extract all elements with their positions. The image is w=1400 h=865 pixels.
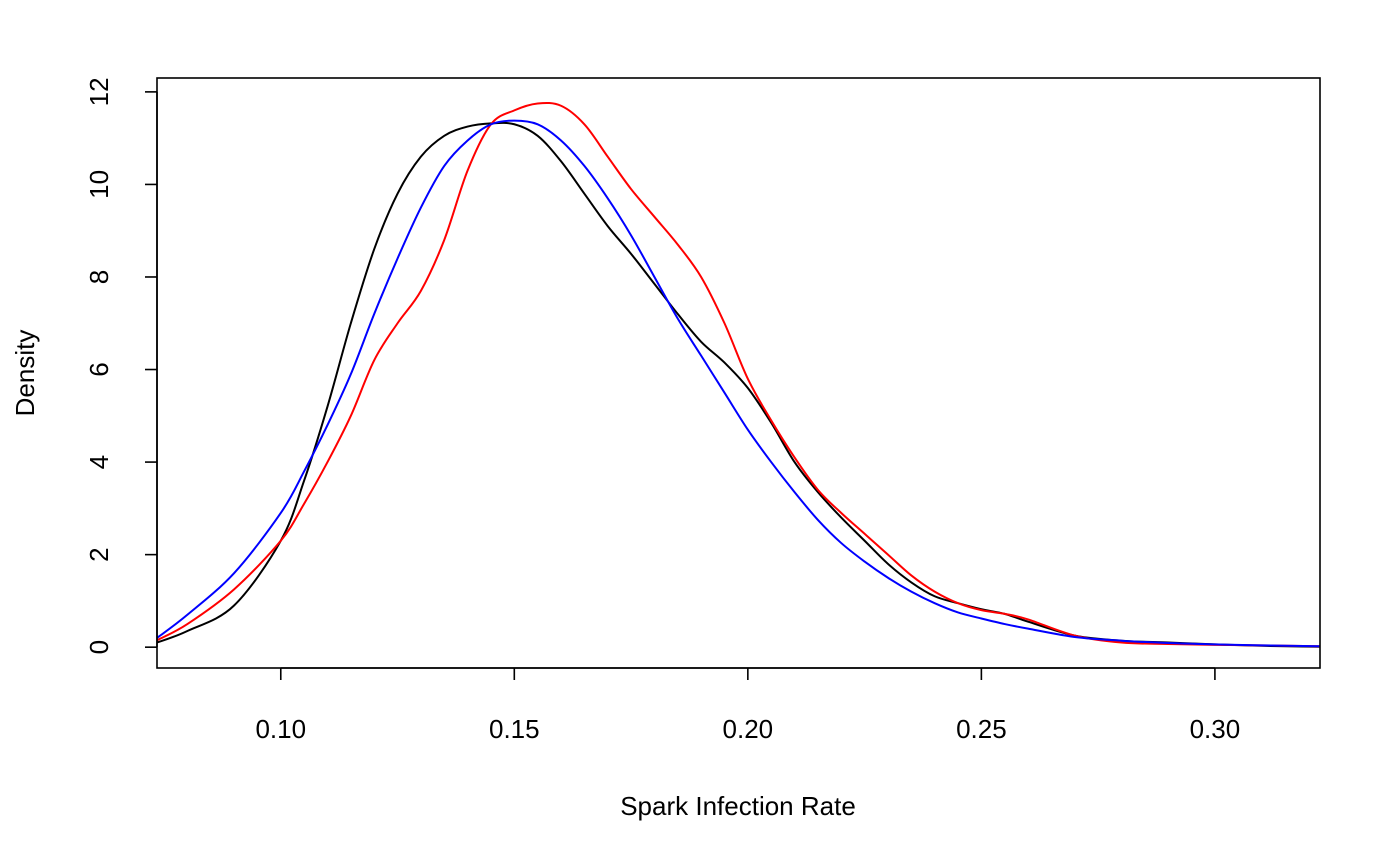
y-tick-label: 0 (84, 640, 114, 654)
y-axis-title: Density (10, 330, 40, 417)
x-tick-label: 0.30 (1190, 714, 1241, 744)
y-tick-label: 12 (84, 77, 114, 106)
plot-lines (157, 101, 1320, 648)
y-tick-label: 2 (84, 547, 114, 561)
x-tick-label: 0.15 (489, 714, 540, 744)
y-tick-label: 10 (84, 170, 114, 199)
x-tick-label: 0.10 (255, 714, 306, 744)
x-axis: 0.10 0.15 0.20 0.25 0.30 (255, 667, 1241, 744)
y-tick-label: 4 (84, 455, 114, 469)
y-tick-label: 8 (84, 270, 114, 284)
x-axis-title: Spark Infection Rate (620, 791, 856, 821)
density-line-3 (157, 119, 1320, 648)
plot-frame (156, 77, 1321, 669)
y-tick-label: 6 (84, 362, 114, 376)
y-axis: 0 2 4 6 8 10 12 (84, 77, 158, 654)
x-tick-label: 0.25 (956, 714, 1007, 744)
x-tick-label: 0.20 (723, 714, 774, 744)
density-line-2 (157, 101, 1320, 648)
density-line-1 (157, 121, 1320, 648)
